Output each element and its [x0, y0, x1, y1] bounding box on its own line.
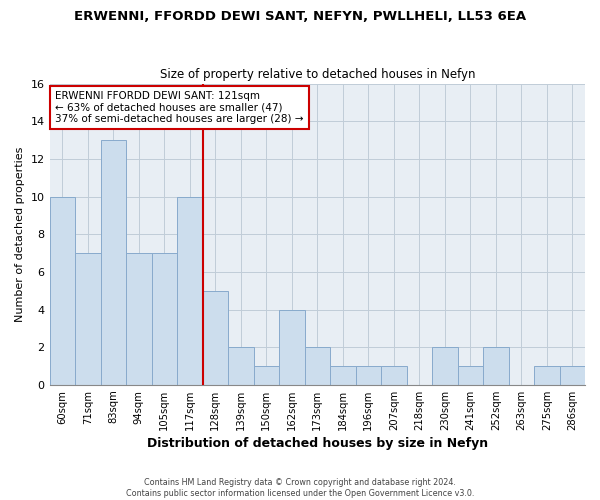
Bar: [254, 366, 279, 385]
Text: Contains HM Land Registry data © Crown copyright and database right 2024.
Contai: Contains HM Land Registry data © Crown c…: [126, 478, 474, 498]
Bar: [203, 290, 228, 385]
Bar: [101, 140, 126, 385]
Bar: [381, 366, 407, 385]
Bar: [534, 366, 560, 385]
Bar: [356, 366, 381, 385]
Bar: [330, 366, 356, 385]
Text: ERWENNI, FFORDD DEWI SANT, NEFYN, PWLLHELI, LL53 6EA: ERWENNI, FFORDD DEWI SANT, NEFYN, PWLLHE…: [74, 10, 526, 23]
Bar: [126, 253, 152, 385]
Text: ERWENNI FFORDD DEWI SANT: 121sqm
← 63% of detached houses are smaller (47)
37% o: ERWENNI FFORDD DEWI SANT: 121sqm ← 63% o…: [55, 91, 304, 124]
Bar: [483, 347, 509, 385]
Bar: [50, 196, 75, 385]
Bar: [177, 196, 203, 385]
Bar: [458, 366, 483, 385]
Y-axis label: Number of detached properties: Number of detached properties: [15, 146, 25, 322]
Bar: [432, 347, 458, 385]
Bar: [75, 253, 101, 385]
Bar: [279, 310, 305, 385]
Bar: [560, 366, 585, 385]
Bar: [305, 347, 330, 385]
Bar: [152, 253, 177, 385]
Bar: [228, 347, 254, 385]
X-axis label: Distribution of detached houses by size in Nefyn: Distribution of detached houses by size …: [147, 437, 488, 450]
Title: Size of property relative to detached houses in Nefyn: Size of property relative to detached ho…: [160, 68, 475, 81]
